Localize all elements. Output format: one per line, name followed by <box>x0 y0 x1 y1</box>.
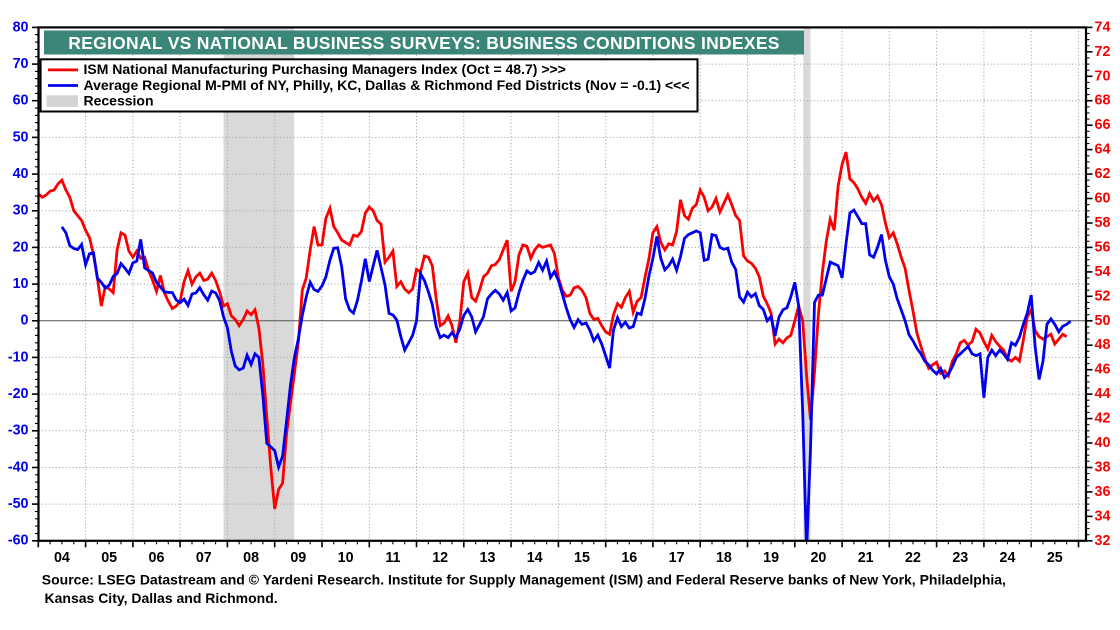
svg-text:72: 72 <box>1095 44 1111 60</box>
svg-text:80: 80 <box>13 19 29 35</box>
svg-text:-60: -60 <box>8 533 29 549</box>
svg-text:52: 52 <box>1095 288 1111 304</box>
svg-text:54: 54 <box>1095 264 1111 280</box>
svg-text:Source: LSEG Datastream and ©: Source: LSEG Datastream and © Yardeni Re… <box>42 571 1006 587</box>
svg-text:11: 11 <box>385 550 400 566</box>
svg-text:16: 16 <box>621 550 637 566</box>
svg-text:48: 48 <box>1095 337 1111 353</box>
svg-text:50: 50 <box>13 129 29 145</box>
svg-text:50: 50 <box>1095 313 1111 329</box>
svg-text:-50: -50 <box>8 496 29 512</box>
svg-text:66: 66 <box>1095 117 1111 133</box>
svg-text:-30: -30 <box>8 423 29 439</box>
svg-text:30: 30 <box>13 203 29 219</box>
svg-text:06: 06 <box>149 550 165 566</box>
svg-text:12: 12 <box>432 550 448 566</box>
svg-text:70: 70 <box>1095 68 1111 84</box>
svg-text:0: 0 <box>21 313 29 329</box>
svg-text:08: 08 <box>243 550 259 566</box>
svg-text:32: 32 <box>1095 533 1111 549</box>
svg-text:70: 70 <box>13 56 29 72</box>
svg-text:62: 62 <box>1095 166 1111 182</box>
svg-text:46: 46 <box>1095 362 1111 378</box>
svg-text:42: 42 <box>1095 411 1111 427</box>
svg-text:25: 25 <box>1047 550 1063 566</box>
svg-text:Kansas City, Dallas and Richmo: Kansas City, Dallas and Richmond. <box>45 590 278 606</box>
svg-text:10: 10 <box>338 550 354 566</box>
svg-text:19: 19 <box>763 550 779 566</box>
svg-text:-40: -40 <box>8 459 29 475</box>
svg-text:36: 36 <box>1095 484 1111 500</box>
svg-text:40: 40 <box>1095 435 1111 451</box>
svg-text:Recession: Recession <box>84 92 154 108</box>
svg-text:44: 44 <box>1095 386 1111 402</box>
svg-text:20: 20 <box>13 239 29 255</box>
svg-text:13: 13 <box>480 550 496 566</box>
svg-text:-10: -10 <box>8 349 29 365</box>
svg-text:15: 15 <box>574 550 590 566</box>
svg-text:24: 24 <box>1000 550 1016 566</box>
svg-text:Average Regional M-PMI of NY,: Average Regional M-PMI of NY, Philly, KC… <box>84 77 690 93</box>
svg-text:60: 60 <box>13 93 29 109</box>
svg-text:18: 18 <box>716 550 732 566</box>
svg-text:ISM National Manufacturing Pur: ISM National Manufacturing Purchasing Ma… <box>84 61 566 77</box>
svg-text:58: 58 <box>1095 215 1111 231</box>
svg-text:09: 09 <box>290 550 306 566</box>
svg-text:10: 10 <box>13 276 29 292</box>
svg-text:14: 14 <box>527 550 543 566</box>
svg-text:07: 07 <box>196 550 212 566</box>
svg-text:REGIONAL VS NATIONAL BUSINESS: REGIONAL VS NATIONAL BUSINESS SURVEYS: B… <box>68 33 779 53</box>
svg-text:04: 04 <box>54 550 70 566</box>
svg-text:20: 20 <box>810 550 826 566</box>
svg-text:74: 74 <box>1095 19 1111 35</box>
svg-text:23: 23 <box>952 550 968 566</box>
svg-text:60: 60 <box>1095 191 1111 207</box>
svg-text:40: 40 <box>13 166 29 182</box>
svg-text:34: 34 <box>1095 508 1111 524</box>
svg-text:-20: -20 <box>8 386 29 402</box>
svg-text:56: 56 <box>1095 239 1111 255</box>
svg-text:05: 05 <box>101 550 117 566</box>
svg-text:64: 64 <box>1095 142 1111 158</box>
svg-text:68: 68 <box>1095 93 1111 109</box>
svg-text:17: 17 <box>669 550 685 566</box>
svg-text:22: 22 <box>905 550 921 566</box>
svg-text:38: 38 <box>1095 460 1111 476</box>
svg-text:21: 21 <box>858 550 874 566</box>
